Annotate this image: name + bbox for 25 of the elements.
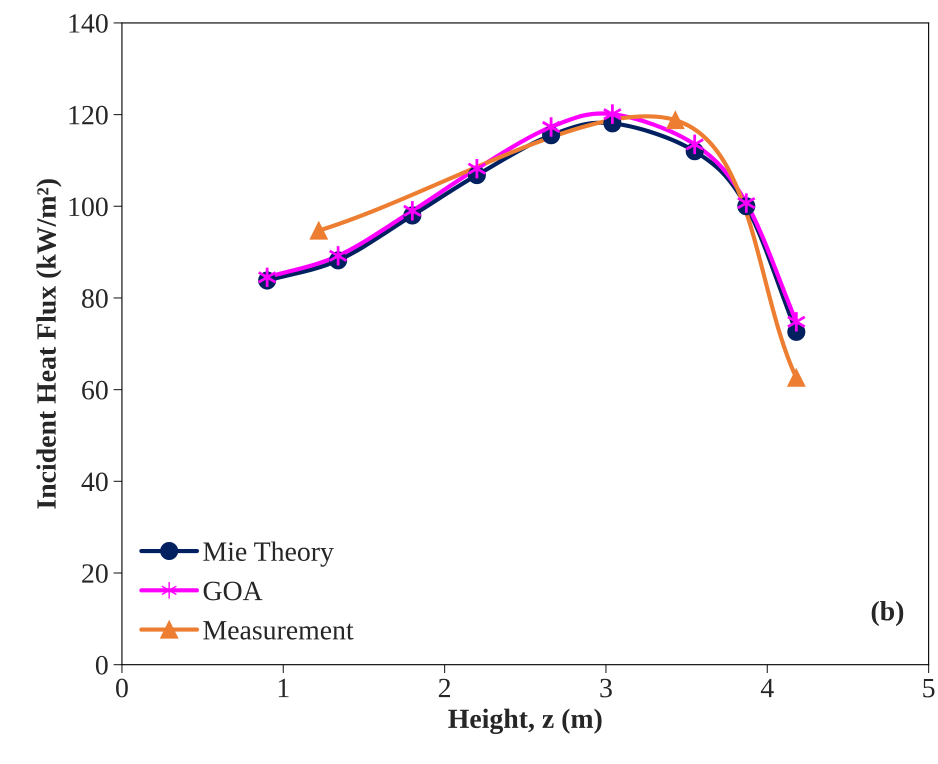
point xyxy=(310,222,328,240)
point xyxy=(666,111,684,130)
x-tick-label: 0 xyxy=(116,678,128,698)
legend-label: GOA xyxy=(204,582,262,600)
y-tick-label: 40 xyxy=(82,472,108,492)
legend-label: Measurement xyxy=(203,621,354,640)
y-axis-title: Incident Heat Flux (kW/m²) xyxy=(36,179,62,509)
y-tick-label: 80 xyxy=(82,289,108,308)
point xyxy=(602,103,622,126)
point xyxy=(787,368,806,387)
y-tick-label: 0 xyxy=(96,656,108,675)
x-axis-title: Height, z (m) xyxy=(448,708,602,734)
x-tick-label: 4 xyxy=(760,678,774,698)
x-tick-label: 2 xyxy=(438,678,450,698)
y-tick-label: 100 xyxy=(70,197,108,216)
y-tick-label: 140 xyxy=(70,14,108,33)
x-tick-label: 3 xyxy=(600,678,612,698)
x-tick-label: 1 xyxy=(278,678,289,698)
annotation: (b) xyxy=(872,600,904,626)
x-tick-label: 5 xyxy=(923,678,934,698)
y-tick-label: 120 xyxy=(70,106,108,125)
y-tick-label: 60 xyxy=(82,380,108,400)
y-tick-label: 20 xyxy=(82,564,108,583)
legend-label: Mie Theory xyxy=(203,541,334,567)
point xyxy=(328,244,348,267)
